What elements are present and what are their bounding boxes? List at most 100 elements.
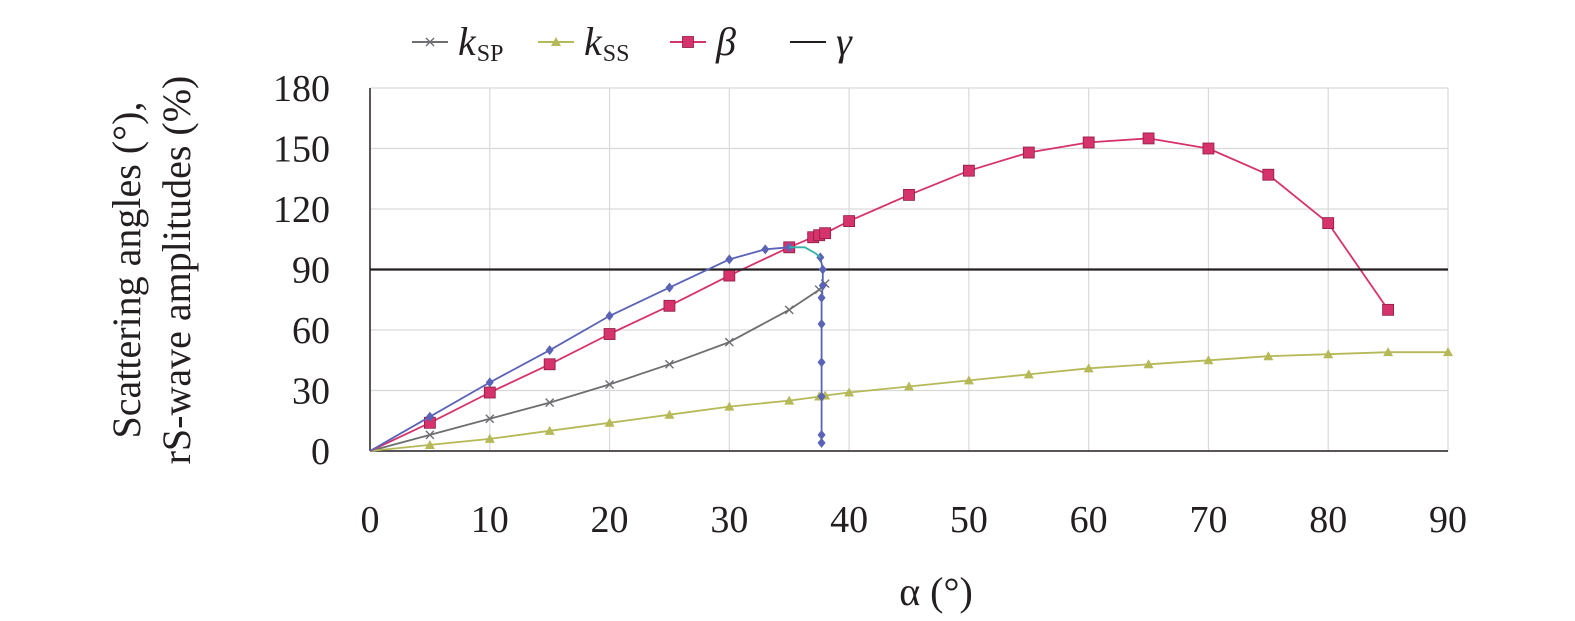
- data-point: [725, 254, 734, 265]
- data-point: [817, 292, 826, 303]
- data-point: [545, 398, 555, 408]
- x-tick-label: 10: [471, 499, 509, 541]
- data-point: [1083, 363, 1094, 373]
- data-point: [903, 188, 915, 201]
- legend-label: kSS: [584, 19, 629, 67]
- legend-item-gamma: γ: [790, 19, 853, 64]
- data-point: [485, 414, 495, 424]
- data-point: [605, 310, 614, 321]
- legend-label: β: [715, 19, 736, 64]
- y-tick-label: 150: [273, 129, 330, 171]
- data-point: [425, 430, 435, 440]
- data-point: [1082, 136, 1095, 149]
- data-point: [664, 409, 675, 419]
- data-point: [485, 377, 494, 388]
- legend-label-subscript: SP: [477, 41, 504, 67]
- data-point: [761, 244, 770, 255]
- series-line-cusp: [789, 246, 821, 259]
- data-point: [724, 401, 735, 411]
- data-point: [819, 227, 832, 240]
- data-point: [1322, 217, 1335, 230]
- data-point: [843, 215, 856, 228]
- x-tick-label: 70: [1189, 499, 1227, 541]
- data-point: [818, 264, 827, 275]
- data-point: [605, 379, 615, 389]
- data-point: [784, 305, 794, 315]
- data-point: [424, 439, 435, 449]
- x-tick-label: 20: [591, 499, 629, 541]
- data-point: [1202, 142, 1215, 155]
- legend-item-k_ss: kSS: [538, 19, 629, 67]
- data-point: [1143, 359, 1154, 369]
- data-point: [544, 425, 555, 435]
- series-line-k_sp: [369, 282, 826, 452]
- y-tick-label: 90: [292, 250, 330, 292]
- y-axis-title-line1: Scattering angles (°),: [104, 102, 149, 439]
- data-point: [724, 337, 734, 347]
- data-point: [844, 387, 855, 397]
- series-cusp: [789, 246, 821, 259]
- data-point: [664, 359, 674, 369]
- x-tick-label: 60: [1070, 499, 1108, 541]
- data-point: [1443, 347, 1453, 357]
- series-line-k_ss: [369, 351, 1448, 452]
- data-point: [904, 381, 914, 391]
- data-point: [1262, 168, 1275, 181]
- data-point: [962, 164, 975, 177]
- data-point: [817, 318, 826, 329]
- data-point: [1023, 369, 1034, 379]
- x-tick-label: 90: [1429, 499, 1467, 541]
- series-vertical_branch: [816, 252, 827, 448]
- data-point: [817, 357, 826, 368]
- x-tick-label: 50: [950, 499, 988, 541]
- legend-item-k_sp: kSP: [412, 19, 503, 67]
- tick-labels: 0 10 20 30 40 50 60 70 80 90 0 30 60 90 120 150 180: [273, 68, 1467, 541]
- series-k_ss: [369, 347, 1453, 452]
- data-point: [551, 37, 561, 46]
- x-tick-label: 30: [710, 499, 748, 541]
- series-k_sp: [369, 279, 830, 452]
- data-point: [818, 280, 827, 291]
- data-point: [1203, 355, 1214, 365]
- data-point: [682, 36, 694, 48]
- x-tick-label: 0: [361, 499, 380, 541]
- data-point: [963, 375, 974, 385]
- x-tick-label: 80: [1309, 499, 1347, 541]
- y-tick-label: 0: [311, 431, 330, 473]
- data-point: [604, 417, 615, 427]
- x-axis-title: α (°): [899, 569, 973, 614]
- legend-label-subscript: SS: [603, 41, 630, 67]
- data-point: [723, 269, 736, 282]
- data-point: [817, 391, 826, 402]
- data-point: [817, 429, 826, 440]
- data-point: [663, 299, 676, 312]
- y-tick-label: 180: [273, 68, 330, 110]
- y-tick-label: 30: [292, 371, 330, 413]
- data-point: [543, 358, 556, 371]
- data-point: [1142, 132, 1155, 145]
- legend-label: γ: [836, 19, 853, 64]
- data-point: [1383, 347, 1394, 357]
- data-point: [603, 328, 616, 340]
- data-point: [483, 386, 496, 399]
- series-upper_branch: [369, 242, 794, 452]
- data-point: [665, 282, 674, 293]
- y-tick-label: 60: [292, 310, 330, 352]
- data-point: [1263, 351, 1274, 361]
- data-point: [784, 395, 795, 405]
- legend-item-beta: β: [670, 19, 736, 64]
- data-point: [1382, 303, 1395, 316]
- y-axis-title-line2: rS-wave amplitudes (%): [154, 76, 199, 465]
- data-point: [1022, 146, 1035, 159]
- data-point: [484, 433, 495, 443]
- data-point: [425, 411, 434, 422]
- legend: kSP kSS β γ: [412, 19, 853, 67]
- series-beta: [369, 132, 1395, 452]
- data-point: [1323, 349, 1334, 359]
- data-point: [425, 37, 435, 47]
- data-point: [817, 437, 826, 448]
- series-line-beta: [369, 137, 1389, 452]
- series-layer: [369, 132, 1453, 452]
- data-point: [545, 345, 554, 356]
